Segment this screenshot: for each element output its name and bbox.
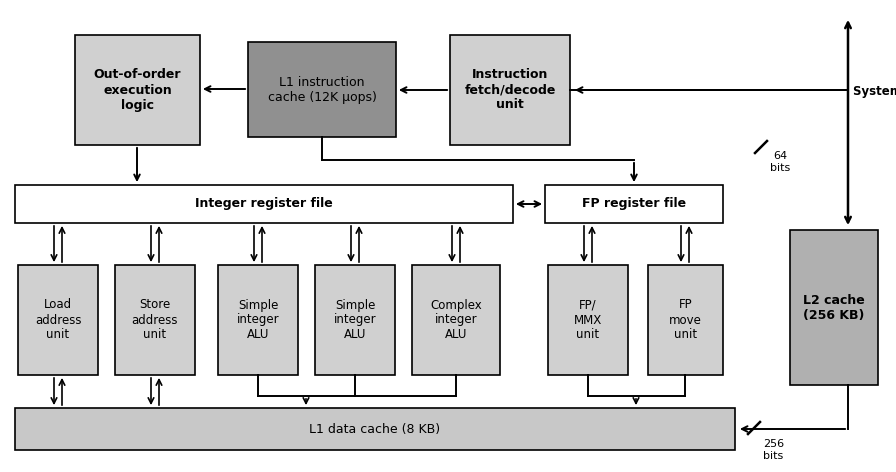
Bar bbox=[75, 35, 200, 145]
Text: Load
address
unit: Load address unit bbox=[35, 298, 82, 342]
Bar bbox=[15, 185, 513, 223]
Text: FP/
MMX
unit: FP/ MMX unit bbox=[573, 298, 602, 342]
Bar bbox=[648, 265, 723, 375]
Bar bbox=[15, 408, 735, 450]
Bar bbox=[545, 185, 723, 223]
Bar bbox=[218, 265, 298, 375]
Text: System Bus: System Bus bbox=[853, 84, 896, 98]
Text: Simple
integer
ALU: Simple integer ALU bbox=[237, 298, 280, 342]
Bar bbox=[790, 230, 878, 385]
Text: L1 data cache (8 KB): L1 data cache (8 KB) bbox=[309, 422, 441, 436]
Text: Complex
integer
ALU: Complex integer ALU bbox=[430, 298, 482, 342]
Text: Out-of-order
execution
logic: Out-of-order execution logic bbox=[94, 68, 181, 111]
Bar bbox=[315, 265, 395, 375]
Bar bbox=[450, 35, 570, 145]
Text: 64
bits: 64 bits bbox=[770, 151, 790, 173]
Text: Integer register file: Integer register file bbox=[195, 197, 333, 211]
Text: L1 instruction
cache (12K μops): L1 instruction cache (12K μops) bbox=[268, 76, 376, 103]
Text: FP register file: FP register file bbox=[582, 197, 686, 211]
Bar bbox=[115, 265, 195, 375]
Bar bbox=[248, 42, 396, 137]
Text: Store
address
unit: Store address unit bbox=[132, 298, 178, 342]
Text: 256
bits: 256 bits bbox=[763, 439, 784, 461]
Text: L2 cache
(256 KB): L2 cache (256 KB) bbox=[803, 294, 865, 321]
Bar bbox=[548, 265, 628, 375]
Bar bbox=[412, 265, 500, 375]
Text: Simple
integer
ALU: Simple integer ALU bbox=[333, 298, 376, 342]
Text: Instruction
fetch/decode
unit: Instruction fetch/decode unit bbox=[464, 68, 556, 111]
Text: FP
move
unit: FP move unit bbox=[669, 298, 702, 342]
Bar bbox=[18, 265, 98, 375]
